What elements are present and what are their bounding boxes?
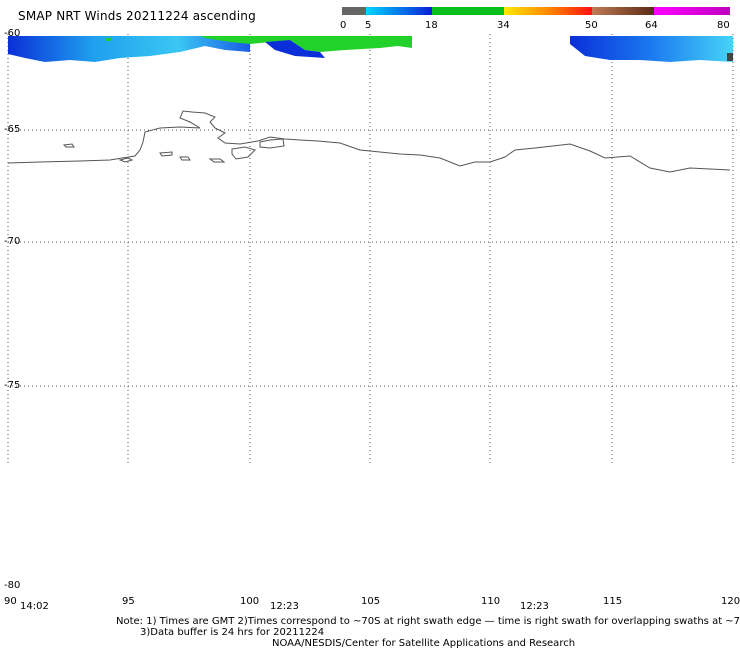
lat-label-65: -65 (4, 124, 21, 135)
legend-band-5-18 (366, 7, 432, 15)
legend-tick-0: 0 (340, 20, 347, 31)
swath-dark-blue (265, 40, 325, 58)
legend-colorbar (342, 7, 730, 15)
swath-green-fleck (106, 38, 111, 41)
legend-tick-18: 18 (425, 20, 438, 31)
lon-label-120: 120 (721, 596, 740, 607)
swath-right-blue (570, 36, 733, 62)
swath-time-left: 14:02 (20, 601, 49, 612)
legend-tick-64: 64 (645, 20, 658, 31)
legend-band-64-80 (654, 7, 730, 15)
antarctic-coastline (7, 110, 731, 173)
legend-band-0-5 (342, 7, 366, 15)
swath-green (200, 36, 412, 52)
legend-tick-34: 34 (497, 20, 510, 31)
map-title: SMAP NRT Winds 20211224 ascending (18, 9, 256, 23)
lon-label-115: 115 (603, 596, 623, 607)
lat-label-80: -80 (4, 580, 21, 591)
legend-band-34-50 (504, 7, 592, 15)
swath-gray-patch (727, 53, 733, 61)
swath-time-middle: 12:23 (270, 601, 299, 612)
lat-label-70: -70 (4, 236, 21, 247)
wind-swaths (8, 36, 733, 62)
legend-tick-50: 50 (585, 20, 598, 31)
legend-tick-80: 80 (717, 20, 730, 31)
credit-line: NOAA/NESDIS/Center for Satellite Applica… (272, 638, 576, 649)
swath-left-blue (8, 36, 250, 62)
note-line-2: 3)Data buffer is 24 hrs for 20211224 (140, 627, 325, 638)
legend-band-50-64 (592, 7, 654, 15)
graticule (7, 34, 740, 465)
legend-tick-5: 5 (365, 20, 372, 31)
swath-time-right: 12:23 (520, 601, 549, 612)
legend-band-18-34 (432, 7, 504, 15)
lon-label-105: 105 (361, 596, 381, 607)
lat-label-75: -75 (4, 380, 21, 391)
lon-label-100: 100 (240, 596, 260, 607)
lat-label-60: -60 (4, 28, 21, 39)
lon-label-95: 95 (122, 596, 135, 607)
lon-label-90: 90 (4, 596, 17, 607)
lon-label-110: 110 (481, 596, 501, 607)
note-line-1: Note: 1) Times are GMT 2)Times correspon… (116, 616, 740, 627)
